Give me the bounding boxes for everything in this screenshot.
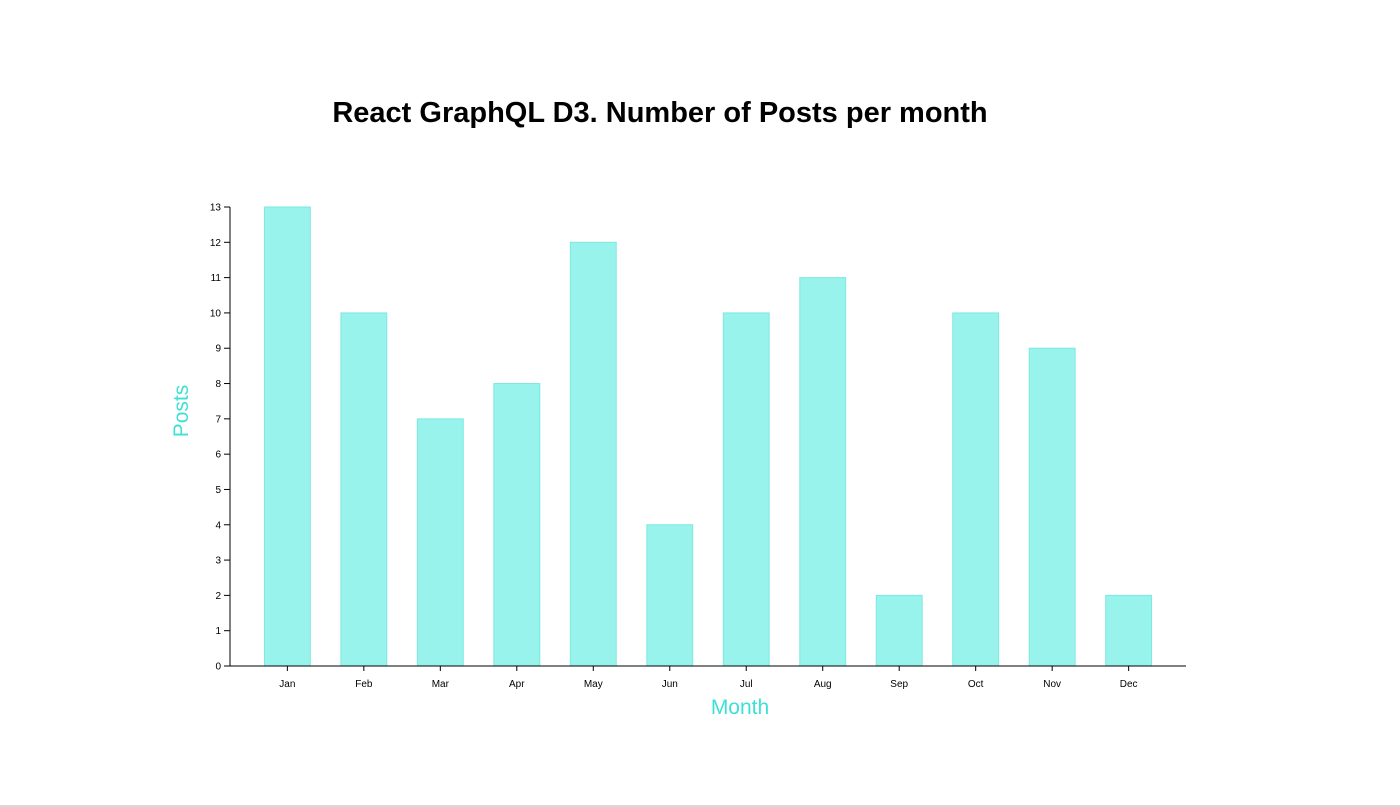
x-tick-label-dec: Dec bbox=[1120, 679, 1138, 690]
bar-jul bbox=[722, 312, 770, 667]
x-tick-label-feb: Feb bbox=[355, 679, 373, 690]
y-tick-label: 0 bbox=[215, 662, 221, 673]
bar-oct bbox=[952, 312, 1000, 667]
y-tick-label: 5 bbox=[215, 485, 221, 496]
bottom-divider bbox=[0, 805, 1400, 807]
bar-sep bbox=[875, 594, 923, 667]
x-tick-label-oct: Oct bbox=[968, 679, 984, 690]
bar-nov bbox=[1028, 347, 1076, 667]
x-tick-label-jun: Jun bbox=[662, 679, 678, 690]
x-tick-label-mar: Mar bbox=[432, 679, 450, 690]
y-tick-label: 4 bbox=[215, 520, 221, 531]
y-tick-label: 6 bbox=[215, 450, 221, 461]
y-tick-label: 9 bbox=[215, 344, 221, 355]
x-tick-label-jan: Jan bbox=[279, 679, 295, 690]
bar-dec bbox=[1105, 594, 1153, 667]
y-tick-label: 11 bbox=[211, 273, 222, 284]
bar-may bbox=[569, 241, 617, 667]
bar-mar bbox=[416, 418, 464, 667]
y-tick-label: 7 bbox=[215, 414, 221, 425]
bar-feb bbox=[340, 312, 388, 667]
y-tick-label: 1 bbox=[215, 626, 221, 637]
x-tick-label-sep: Sep bbox=[890, 679, 908, 690]
y-tick-label: 12 bbox=[210, 238, 222, 249]
y-tick-label: 3 bbox=[215, 556, 221, 567]
y-axis-label: Posts bbox=[170, 385, 193, 438]
y-tick-label: 8 bbox=[215, 379, 221, 390]
x-axis-label: Month bbox=[711, 696, 769, 719]
bar-apr bbox=[493, 383, 541, 667]
x-tick-label-nov: Nov bbox=[1043, 679, 1061, 690]
x-tick-label-may: May bbox=[584, 679, 603, 690]
y-tick-label: 2 bbox=[215, 591, 221, 602]
x-tick-label-aug: Aug bbox=[814, 679, 832, 690]
x-tick-label-apr: Apr bbox=[509, 679, 525, 690]
y-tick-label: 10 bbox=[210, 308, 222, 319]
bar-aug bbox=[799, 277, 847, 667]
y-tick-label: 13 bbox=[210, 203, 222, 214]
x-tick-label-jul: Jul bbox=[740, 679, 753, 690]
bars-layer bbox=[263, 206, 1153, 667]
chart-title: React GraphQL D3. Number of Posts per mo… bbox=[332, 97, 988, 129]
x-axis: Jan Feb Mar Apr May Jun Jul Aug Sep Oct Nov Dec bbox=[230, 665, 1186, 690]
bar-jun bbox=[646, 524, 694, 667]
bar-jan bbox=[263, 206, 311, 667]
